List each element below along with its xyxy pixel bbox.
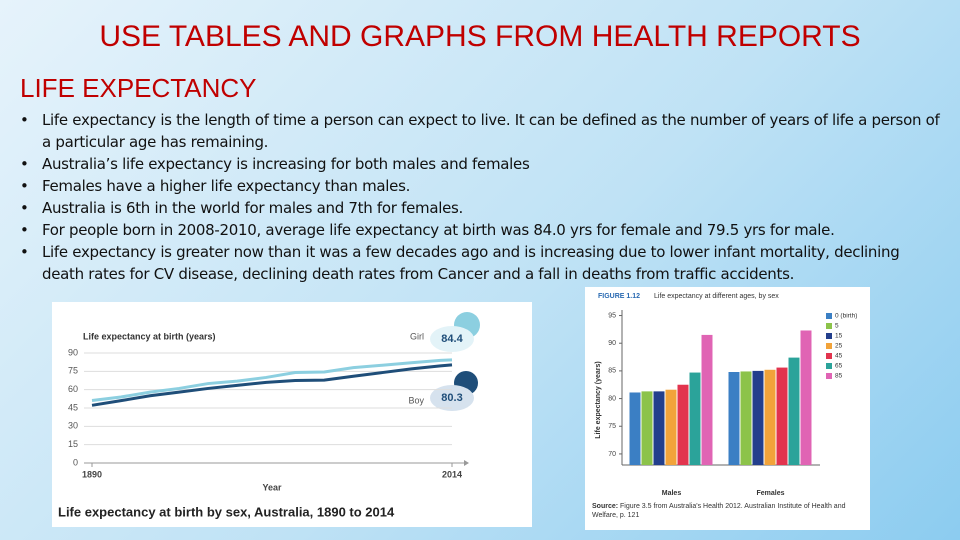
source-text: Figure 3.5 from Australia's Health 2012.… [592,503,846,519]
bar [629,392,641,465]
y-tick-label: 0 [73,457,78,467]
y-tick-label: 80 [608,395,616,402]
x-tick-label: 2014 [442,469,462,479]
bar [641,391,653,465]
y-tick-label: 90 [608,340,616,347]
end-value-label: 80.3 [441,392,462,404]
legend-label: 25 [835,343,843,350]
y-tick-label: 95 [608,312,616,319]
y-tick-label: 70 [608,451,616,458]
bar [776,367,788,465]
y-tick-label: 30 [68,421,78,431]
end-value-label: 84.4 [441,333,463,345]
y-tick-label: 90 [68,347,78,357]
bar [788,357,800,465]
y-tick-label: 60 [68,384,78,394]
legend-swatch [826,353,832,359]
bar [665,389,677,465]
legend-label: 5 [835,323,839,330]
bullet: For people born in 2008-2010, average li… [20,219,945,241]
bubble [430,326,474,352]
legend-label: 85 [835,373,843,380]
bar [689,372,701,465]
bar [752,370,764,465]
bullet: Life expectancy is greater now than it w… [20,241,945,285]
bullet: Life expectancy is the length of time a … [20,109,945,153]
y-tick-label: 45 [68,402,78,412]
y-tick-label: 75 [608,423,616,430]
bubble [430,385,474,411]
x-tick-label: Males [662,490,682,497]
series-line [91,358,453,403]
bar [764,369,776,465]
bullet: Australia is 6th in the world for males … [20,197,945,219]
legend-label: 45 [835,353,843,360]
source-label: Source: [592,503,619,510]
series-line [91,363,453,407]
bullet: Australia’s life expectancy is increasin… [20,153,945,175]
legend-swatch [826,333,832,339]
y-axis-label: Life expectancy (years) [595,361,602,438]
x-axis-label: Year [262,482,282,492]
series-label: Boy [408,395,424,405]
legend-swatch [826,373,832,379]
legend-label: 0 (birth) [835,313,857,320]
bar [800,330,812,465]
legend-swatch [826,313,832,319]
legend-label: 65 [835,363,843,370]
bar [701,334,713,465]
section-title: LIFE EXPECTANCY [20,73,256,103]
series-label: Girl [410,331,424,341]
legend-swatch [826,343,832,349]
x-tick-label: Females [756,490,784,497]
bar [653,391,665,465]
slide-title: USE TABLES AND GRAPHS FROM HEALTH REPORT… [99,20,860,53]
chart-title: Life expectancy at birth (years) [83,331,216,341]
bar [677,384,689,465]
figure-label: FIGURE 1.12 [598,293,640,300]
x-tick-label: 1890 [82,469,102,479]
y-tick-label: 85 [608,368,616,375]
legend-swatch [826,363,832,369]
bar [740,371,752,465]
legend-swatch [826,323,832,329]
bullet: Females have a higher life expectancy th… [20,175,945,197]
bar [728,372,740,465]
bullet-list: Life expectancy is the length of time a … [20,109,945,285]
legend-label: 15 [835,333,843,340]
y-tick-label: 75 [68,366,78,376]
chart-caption: Life expectancy at birth by sex, Austral… [58,504,395,519]
source-note: Source: Figure 3.5 from Australia's Heal… [592,502,864,520]
y-tick-label: 15 [68,439,78,449]
axis-arrow [464,460,469,466]
chart-title: Life expectancy at different ages, by se… [654,293,779,300]
